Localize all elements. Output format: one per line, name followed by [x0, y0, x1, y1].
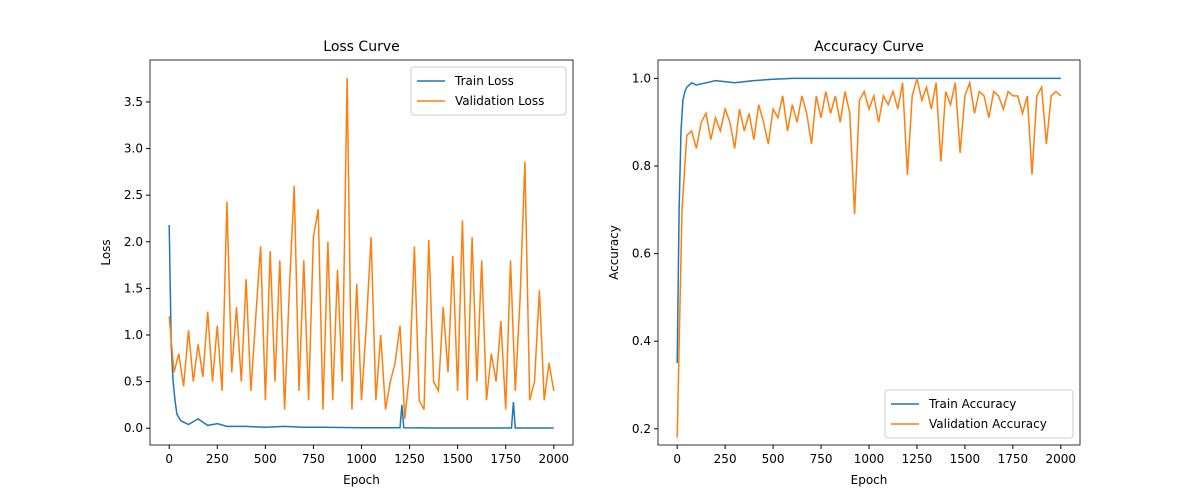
- x-axis-label: Epoch: [851, 473, 888, 487]
- x-tick-label: 1000: [346, 452, 377, 466]
- y-tick-label: 0.8: [632, 159, 651, 173]
- x-axis-label: Epoch: [343, 473, 380, 487]
- legend-label: Train Accuracy: [928, 397, 1016, 411]
- x-tick-label: 1000: [854, 452, 885, 466]
- x-tick-label: 750: [810, 452, 833, 466]
- y-axis-label: Loss: [99, 239, 113, 265]
- x-tick-label: 0: [165, 452, 173, 466]
- line-series: [676, 77, 1061, 364]
- y-tick-label: 2.0: [124, 235, 143, 249]
- line-series: [168, 224, 554, 429]
- x-tick-label: 500: [762, 452, 785, 466]
- y-tick-label: 2.5: [124, 188, 143, 202]
- x-tick-label: 1750: [998, 452, 1029, 466]
- axes-frame: [657, 59, 1081, 446]
- x-tick-label: 2000: [1046, 452, 1077, 466]
- y-axis-label: Accuracy: [607, 225, 621, 280]
- y-tick-label: 0.5: [124, 375, 143, 389]
- axes-frame: [149, 59, 574, 446]
- y-tick-label: 3.0: [124, 142, 143, 156]
- chart-title: Accuracy Curve: [814, 39, 924, 55]
- legend-label: Validation Loss: [455, 94, 544, 108]
- x-tick-label: 750: [302, 452, 325, 466]
- x-tick-label: 1500: [950, 452, 981, 466]
- y-tick-label: 0.4: [632, 334, 651, 348]
- x-tick-label: 250: [206, 452, 229, 466]
- y-tick-label: 1.5: [124, 281, 143, 295]
- y-tick-label: 1.0: [632, 71, 651, 85]
- legend-label: Validation Accuracy: [929, 417, 1047, 431]
- x-tick-label: 1250: [394, 452, 425, 466]
- y-tick-label: 3.5: [124, 95, 143, 109]
- line-series: [676, 78, 1062, 438]
- x-tick-label: 250: [714, 452, 737, 466]
- legend-label: Train Loss: [454, 74, 514, 88]
- y-tick-label: 0.2: [632, 422, 651, 436]
- y-tick-label: 1.0: [124, 328, 143, 342]
- x-tick-label: 500: [254, 452, 277, 466]
- x-tick-label: 1500: [442, 452, 473, 466]
- y-tick-label: 0.6: [632, 247, 651, 261]
- chart-title: Loss Curve: [323, 39, 399, 55]
- legend-box: [884, 389, 1074, 439]
- y-tick-label: 0.0: [124, 421, 143, 435]
- x-tick-label: 2000: [538, 452, 569, 466]
- line-series: [168, 77, 555, 419]
- legend-box: [410, 66, 567, 116]
- x-tick-label: 0: [673, 452, 681, 466]
- x-tick-label: 1750: [490, 452, 521, 466]
- x-tick-label: 1250: [902, 452, 933, 466]
